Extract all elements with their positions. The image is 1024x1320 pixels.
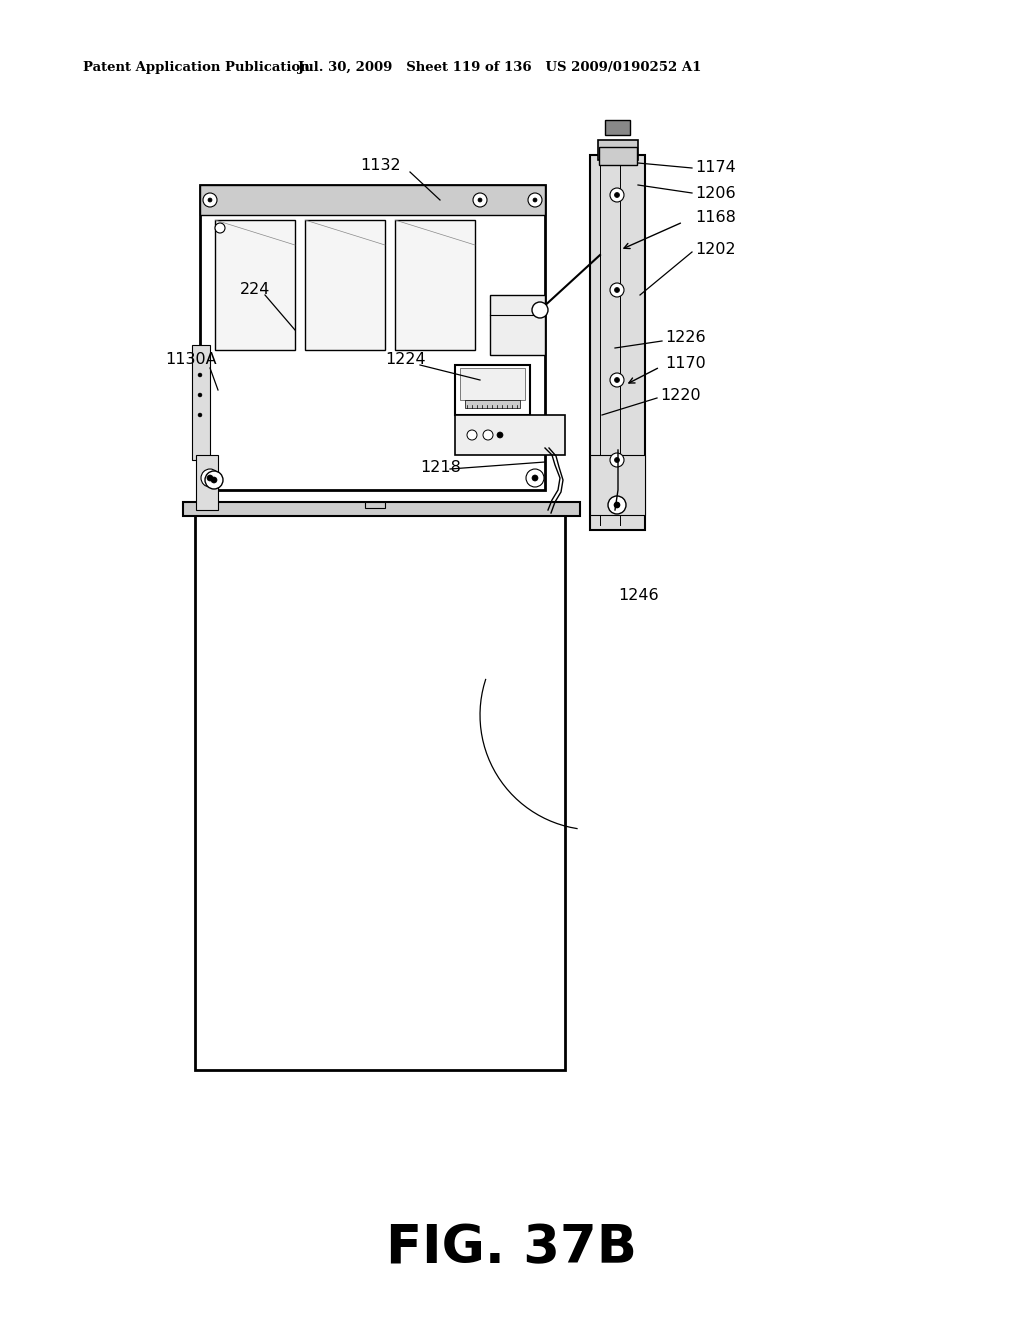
Circle shape xyxy=(610,498,624,512)
Circle shape xyxy=(201,469,219,487)
Circle shape xyxy=(532,302,548,318)
Text: 1220: 1220 xyxy=(660,388,700,403)
Bar xyxy=(460,368,525,400)
Bar xyxy=(599,147,637,165)
Bar xyxy=(200,185,545,490)
Text: 1202: 1202 xyxy=(695,243,735,257)
Bar xyxy=(490,294,545,355)
Text: 1168: 1168 xyxy=(695,210,736,226)
Circle shape xyxy=(467,430,477,440)
Circle shape xyxy=(473,193,487,207)
Circle shape xyxy=(610,453,624,467)
Circle shape xyxy=(528,193,542,207)
Circle shape xyxy=(610,187,624,202)
Circle shape xyxy=(211,477,217,483)
Circle shape xyxy=(614,458,620,462)
Circle shape xyxy=(614,193,620,198)
Text: Patent Application Publication: Patent Application Publication xyxy=(83,62,309,74)
Circle shape xyxy=(207,475,213,480)
Bar xyxy=(455,366,530,414)
Bar xyxy=(195,510,565,1071)
Text: 1246: 1246 xyxy=(618,589,658,603)
Circle shape xyxy=(534,198,537,202)
Circle shape xyxy=(614,378,620,383)
Text: 1226: 1226 xyxy=(665,330,706,346)
Circle shape xyxy=(483,430,493,440)
Circle shape xyxy=(478,198,482,202)
Circle shape xyxy=(610,282,624,297)
Circle shape xyxy=(614,288,620,293)
Circle shape xyxy=(608,496,626,513)
Bar xyxy=(455,414,565,455)
Text: 1130A: 1130A xyxy=(165,352,217,367)
Circle shape xyxy=(205,471,223,488)
Circle shape xyxy=(198,413,202,417)
Circle shape xyxy=(497,432,503,438)
Bar xyxy=(183,502,580,516)
Bar xyxy=(590,154,645,531)
Circle shape xyxy=(215,223,225,234)
Circle shape xyxy=(610,374,624,387)
Bar xyxy=(305,220,385,350)
Text: Jul. 30, 2009   Sheet 119 of 136   US 2009/0190252 A1: Jul. 30, 2009 Sheet 119 of 136 US 2009/0… xyxy=(298,62,701,74)
Circle shape xyxy=(198,393,202,397)
Circle shape xyxy=(203,193,217,207)
Bar xyxy=(193,345,210,459)
Text: 1206: 1206 xyxy=(695,186,735,201)
Circle shape xyxy=(198,374,202,378)
Bar xyxy=(196,455,218,510)
Circle shape xyxy=(614,502,620,508)
Bar xyxy=(590,455,645,515)
Circle shape xyxy=(526,469,544,487)
Bar xyxy=(215,220,295,350)
Text: 1218: 1218 xyxy=(420,461,461,475)
Circle shape xyxy=(208,198,212,202)
Circle shape xyxy=(532,475,538,480)
Circle shape xyxy=(614,503,620,507)
Text: 1224: 1224 xyxy=(385,352,426,367)
Bar xyxy=(365,502,385,508)
Text: FIG. 37B: FIG. 37B xyxy=(386,1222,638,1274)
Bar xyxy=(598,140,638,160)
Text: 1132: 1132 xyxy=(360,157,400,173)
Bar xyxy=(605,120,630,135)
Bar xyxy=(200,185,545,215)
Text: 1174: 1174 xyxy=(695,161,736,176)
Bar xyxy=(465,400,520,408)
Text: 1170: 1170 xyxy=(665,355,706,371)
Text: 224: 224 xyxy=(240,282,270,297)
Bar xyxy=(395,220,475,350)
